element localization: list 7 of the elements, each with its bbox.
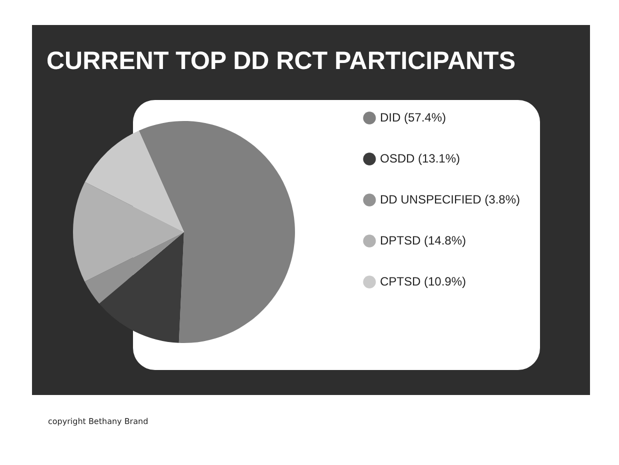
legend-label: DD UNSPECIFIED (3.8%) <box>380 192 520 206</box>
legend-label: DPTSD (14.8%) <box>380 233 466 248</box>
text: copyright Bethany Brand <box>48 417 148 426</box>
legend-label: DID (57.4%) <box>380 110 446 124</box>
legend-label: OSDD (13.1%) <box>380 151 460 166</box>
legend-label: CPTSD (10.9%) <box>380 274 466 288</box>
chart-title: CURRENT TOP DD RCT PARTICIPANTS <box>46 46 516 75</box>
